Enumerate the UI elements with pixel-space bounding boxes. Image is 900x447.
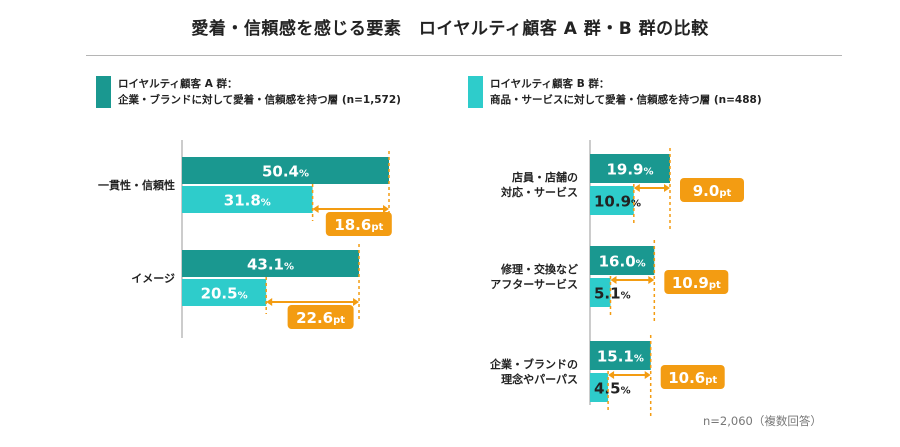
value-label-group-b: 20.5%	[201, 285, 248, 303]
value-label-group-b: 31.8%	[224, 192, 271, 210]
bar-group-a	[590, 154, 670, 183]
bar-group-b	[182, 186, 313, 213]
difference-arrow-head-left	[633, 184, 640, 192]
bar-group-a	[182, 157, 389, 184]
category-label: アフターサービス	[490, 277, 578, 291]
legend-a-line1: ロイヤルティ顧客 A 群：	[118, 78, 238, 90]
bar-group-b	[182, 279, 267, 306]
title-divider	[86, 55, 842, 56]
category-label: 企業・ブランドの	[489, 357, 578, 371]
difference-arrow-head-right	[644, 371, 651, 379]
value-label-group-a: 19.9%	[606, 161, 653, 179]
category-label: 修理・交換など	[500, 262, 578, 276]
category-label: 理念やパーパス	[501, 372, 578, 386]
value-label-group-a: 16.0%	[599, 253, 646, 271]
difference-badge	[680, 178, 744, 202]
difference-badge	[660, 365, 725, 389]
category-label: 店員・店舗の	[512, 170, 578, 184]
difference-label: 18.6pt	[334, 216, 383, 234]
legend-a-line2: 企業・ブランドに対して愛着・信頼感を持つ層 (n=1,572)	[118, 94, 401, 106]
legend-group-b: ロイヤルティ顧客 B 群： 商品・サービスに対して愛着・信頼感を持つ層 (n=4…	[468, 76, 762, 108]
category-label: 一貫性・信頼性	[98, 178, 175, 192]
category-label: イメージ	[131, 272, 175, 285]
bar-group-a	[590, 246, 655, 275]
value-label-group-b: 10.9%	[594, 193, 641, 211]
category-label: 対応・サービス	[500, 185, 578, 199]
difference-arrow-head-left	[610, 276, 617, 284]
bar-group-a	[182, 250, 360, 277]
difference-label: 22.6pt	[296, 309, 345, 327]
difference-arrow-head-left	[266, 298, 273, 306]
value-label-group-a: 43.1%	[247, 256, 294, 274]
legend-b-line1: ロイヤルティ顧客 B 群：	[490, 78, 610, 90]
legend-group-a: ロイヤルティ顧客 A 群： 企業・ブランドに対して愛着・信頼感を持つ層 (n=1…	[96, 76, 401, 108]
difference-arrow-head-right	[664, 184, 670, 192]
difference-arrow-head-left	[608, 371, 615, 379]
difference-arrow-head-left	[312, 205, 319, 213]
difference-arrow-head-right	[383, 205, 389, 213]
bar-group-b	[590, 278, 611, 307]
legend-b-line2: 商品・サービスに対して愛着・信頼感を持つ層 (n=488)	[490, 94, 762, 106]
difference-arrow-head-right	[648, 276, 655, 284]
value-label-group-b: 5.1%	[594, 285, 631, 303]
legend-swatch-a	[96, 76, 111, 108]
difference-badge	[287, 305, 354, 329]
difference-arrow-head-right	[353, 298, 360, 306]
value-label-group-a: 50.4%	[262, 163, 309, 181]
value-label-group-a: 15.1%	[597, 348, 644, 366]
bar-group-a	[590, 341, 651, 370]
difference-label: 10.9pt	[672, 274, 721, 292]
legend-swatch-b	[468, 76, 483, 108]
bar-group-b	[590, 373, 609, 402]
difference-label: 9.0pt	[693, 182, 732, 200]
difference-badge	[664, 270, 729, 294]
footnote: n=2,060（複数回答）	[703, 414, 822, 428]
difference-badge	[325, 212, 392, 236]
bar-group-b	[590, 186, 634, 215]
page-title: 愛着・信頼感を感じる要素 ロイヤルティ顧客 A 群・B 群の比較	[191, 19, 709, 39]
value-label-group-b: 4.5%	[594, 380, 631, 398]
difference-label: 10.6pt	[668, 369, 717, 387]
